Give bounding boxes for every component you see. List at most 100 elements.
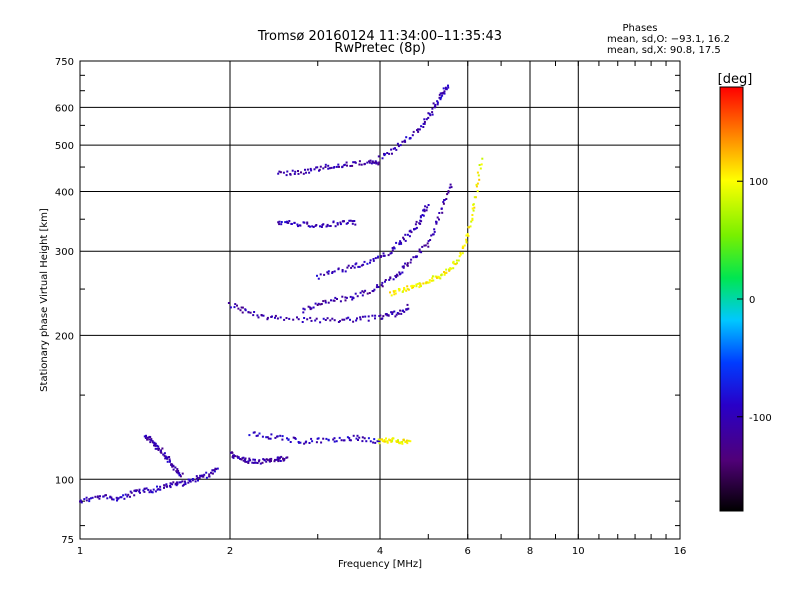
data-point <box>432 102 435 105</box>
data-point <box>415 285 418 288</box>
data-point <box>406 439 408 442</box>
data-point <box>161 447 164 450</box>
colorbar-tick-label: -100 <box>749 413 772 424</box>
data-point <box>309 225 311 228</box>
data-point <box>197 479 199 482</box>
x-tick-label: 16 <box>674 546 687 557</box>
data-point <box>258 432 261 435</box>
data-point <box>385 437 387 440</box>
data-point <box>422 282 425 285</box>
data-point <box>130 491 133 494</box>
data-point <box>133 489 136 492</box>
data-point <box>288 317 291 320</box>
data-point <box>248 457 251 460</box>
data-point <box>315 441 318 444</box>
data-point <box>312 226 315 228</box>
data-point <box>404 262 407 265</box>
data-point <box>297 172 300 175</box>
data-point <box>471 214 474 216</box>
data-point <box>391 247 394 249</box>
data-point <box>346 164 348 167</box>
data-point <box>412 130 415 133</box>
data-point <box>366 161 369 164</box>
data-point <box>436 216 439 219</box>
data-point <box>341 295 344 298</box>
data-point <box>261 435 264 438</box>
data-point <box>168 456 171 458</box>
data-point <box>373 438 376 441</box>
data-point <box>346 436 349 439</box>
data-point <box>401 265 404 268</box>
data-point <box>383 440 386 443</box>
data-point <box>150 439 153 441</box>
data-point <box>405 289 408 292</box>
data-point <box>377 286 380 288</box>
data-point <box>242 459 245 462</box>
data-point <box>154 447 157 450</box>
data-point <box>445 271 448 274</box>
data-point <box>166 456 169 459</box>
data-point <box>395 313 398 316</box>
data-point <box>474 196 477 199</box>
data-point <box>286 437 288 440</box>
data-point <box>427 245 430 248</box>
data-point <box>373 161 376 164</box>
data-point <box>143 490 146 493</box>
data-point <box>391 313 394 315</box>
data-point <box>354 223 357 226</box>
data-point <box>162 453 165 456</box>
data-point <box>394 315 397 318</box>
data-point <box>144 437 147 439</box>
data-point <box>438 212 441 214</box>
data-point <box>211 472 214 475</box>
data-point <box>381 438 383 441</box>
data-point <box>195 475 198 478</box>
y-tick-label: 600 <box>55 103 74 114</box>
data-point <box>386 441 389 444</box>
data-point <box>231 451 234 454</box>
data-point <box>341 269 344 271</box>
data-point <box>324 299 327 302</box>
data-point <box>405 440 408 443</box>
data-point <box>377 438 380 441</box>
data-point <box>406 233 409 236</box>
data-point <box>398 442 401 445</box>
data-point <box>322 300 325 303</box>
data-point <box>418 250 421 253</box>
data-point <box>308 171 311 174</box>
data-point <box>388 278 391 281</box>
data-point <box>241 306 244 309</box>
data-point <box>298 441 300 444</box>
data-point <box>102 495 105 498</box>
data-point <box>324 166 327 168</box>
data-point <box>253 431 256 434</box>
y-axis-label: Stationary phase Virtual Height [km] <box>39 208 50 392</box>
data-point <box>152 488 155 491</box>
data-point <box>91 496 94 499</box>
data-point <box>347 264 350 267</box>
data-point <box>404 239 407 242</box>
data-point <box>333 319 336 322</box>
data-point <box>124 493 127 496</box>
data-point <box>449 183 452 186</box>
data-point <box>265 436 268 439</box>
data-point <box>157 449 160 451</box>
data-point <box>458 255 461 258</box>
data-point <box>383 152 385 155</box>
data-point <box>394 292 397 295</box>
x-axis-label: Frequency [MHz] <box>338 559 422 570</box>
data-point <box>341 318 344 321</box>
data-point <box>343 220 345 223</box>
data-point <box>322 167 325 170</box>
data-point <box>286 170 289 173</box>
data-point <box>205 476 208 479</box>
data-point <box>236 304 238 307</box>
phases-title: Phases <box>622 23 657 34</box>
data-point <box>363 437 366 440</box>
data-point <box>285 174 288 177</box>
data-point <box>419 216 422 219</box>
data-point <box>154 442 157 445</box>
data-point <box>434 275 437 278</box>
data-point <box>422 122 425 125</box>
data-point <box>429 239 432 241</box>
